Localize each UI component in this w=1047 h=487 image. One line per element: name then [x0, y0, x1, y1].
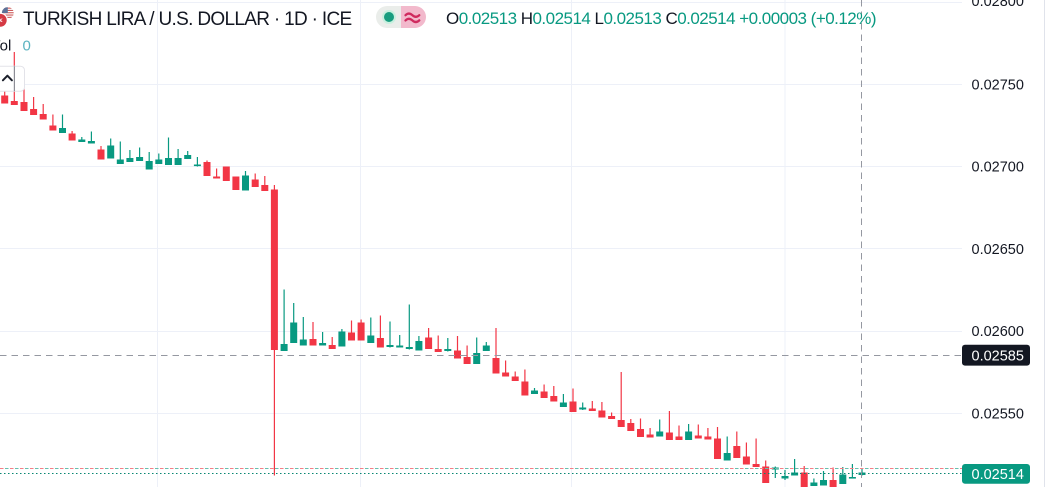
svg-text:TURKISH LIRA / U.S. DOLLAR · 1: TURKISH LIRA / U.S. DOLLAR · 1D · ICE [23, 9, 352, 30]
svg-text:0.02514: 0.02514 [972, 467, 1024, 483]
svg-text:0.02750: 0.02750 [972, 77, 1024, 93]
svg-text:0: 0 [23, 38, 31, 55]
svg-text:Vol: Vol [0, 38, 11, 55]
svg-text:0.02585: 0.02585 [972, 348, 1024, 364]
svg-text:0.02650: 0.02650 [972, 242, 1024, 258]
svg-text:0.02800: 0.02800 [972, 0, 1024, 10]
svg-text:0.02600: 0.02600 [972, 324, 1024, 340]
svg-text:0.02700: 0.02700 [972, 160, 1024, 176]
svg-text:O0.02513 H0.02514 L0.02513 C0.: O0.02513 H0.02514 L0.02513 C0.02514 +0.0… [446, 9, 876, 28]
svg-text:0.02550: 0.02550 [972, 407, 1024, 423]
